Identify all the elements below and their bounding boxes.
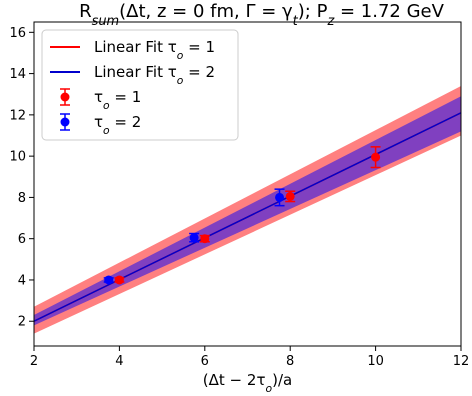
- x-axis-ticks: 2 4 6 8 10 12: [30, 346, 469, 369]
- data-point: [114, 275, 124, 285]
- plot-frame: [33, 21, 462, 347]
- legend-label: τo = 2: [94, 113, 141, 137]
- legend-marker: [60, 92, 70, 102]
- data-point: [104, 275, 114, 285]
- fit-line-2: [34, 112, 461, 322]
- legend-box: [41, 29, 239, 141]
- y-tick-label: 2: [18, 315, 26, 330]
- x-tick-label: 2: [30, 354, 38, 369]
- legend-marker: [60, 117, 70, 127]
- chart-title: Rsum(Δt, z = 0 fm, Γ = γt); Pz = 1.72 Ge…: [79, 1, 445, 29]
- x-tick-label: 8: [286, 354, 294, 369]
- data-points: [103, 146, 381, 285]
- data-point: [200, 234, 210, 244]
- legend-label: Linear Fit τo = 1: [94, 38, 215, 62]
- data-point: [189, 233, 199, 243]
- legend-label: τo = 1: [94, 88, 141, 112]
- data-point: [285, 191, 295, 201]
- fit-lines: [34, 112, 461, 322]
- x-axis-label: (Δt − 2τo)/a: [203, 371, 292, 395]
- y-tick-label: 14: [9, 67, 26, 82]
- legend-label: Linear Fit τo = 2: [94, 63, 215, 87]
- chart-title-text: Rsum(Δt, z = 0 fm, Γ = γt); Pz = 1.72 Ge…: [79, 1, 445, 29]
- y-tick-label: 16: [9, 26, 26, 41]
- x-tick-label: 6: [201, 354, 209, 369]
- confidence-bands: [34, 85, 461, 334]
- y-tick-label: 8: [18, 191, 26, 206]
- y-tick-label: 10: [9, 150, 26, 165]
- x-tick-label: 4: [115, 354, 123, 369]
- y-tick-label: 12: [9, 108, 26, 123]
- x-tick-label: 12: [453, 354, 470, 369]
- data-point: [371, 152, 381, 162]
- y-tick-label: 6: [18, 232, 26, 247]
- x-axis-label-text: (Δt − 2τo)/a: [203, 371, 292, 395]
- y-tick-label: 4: [18, 273, 26, 288]
- x-tick-label: 10: [367, 354, 384, 369]
- fit-band-2: [34, 96, 461, 326]
- y-axis-ticks: 2 4 6 8 10 12 14 16: [9, 26, 34, 330]
- data-point: [275, 192, 285, 202]
